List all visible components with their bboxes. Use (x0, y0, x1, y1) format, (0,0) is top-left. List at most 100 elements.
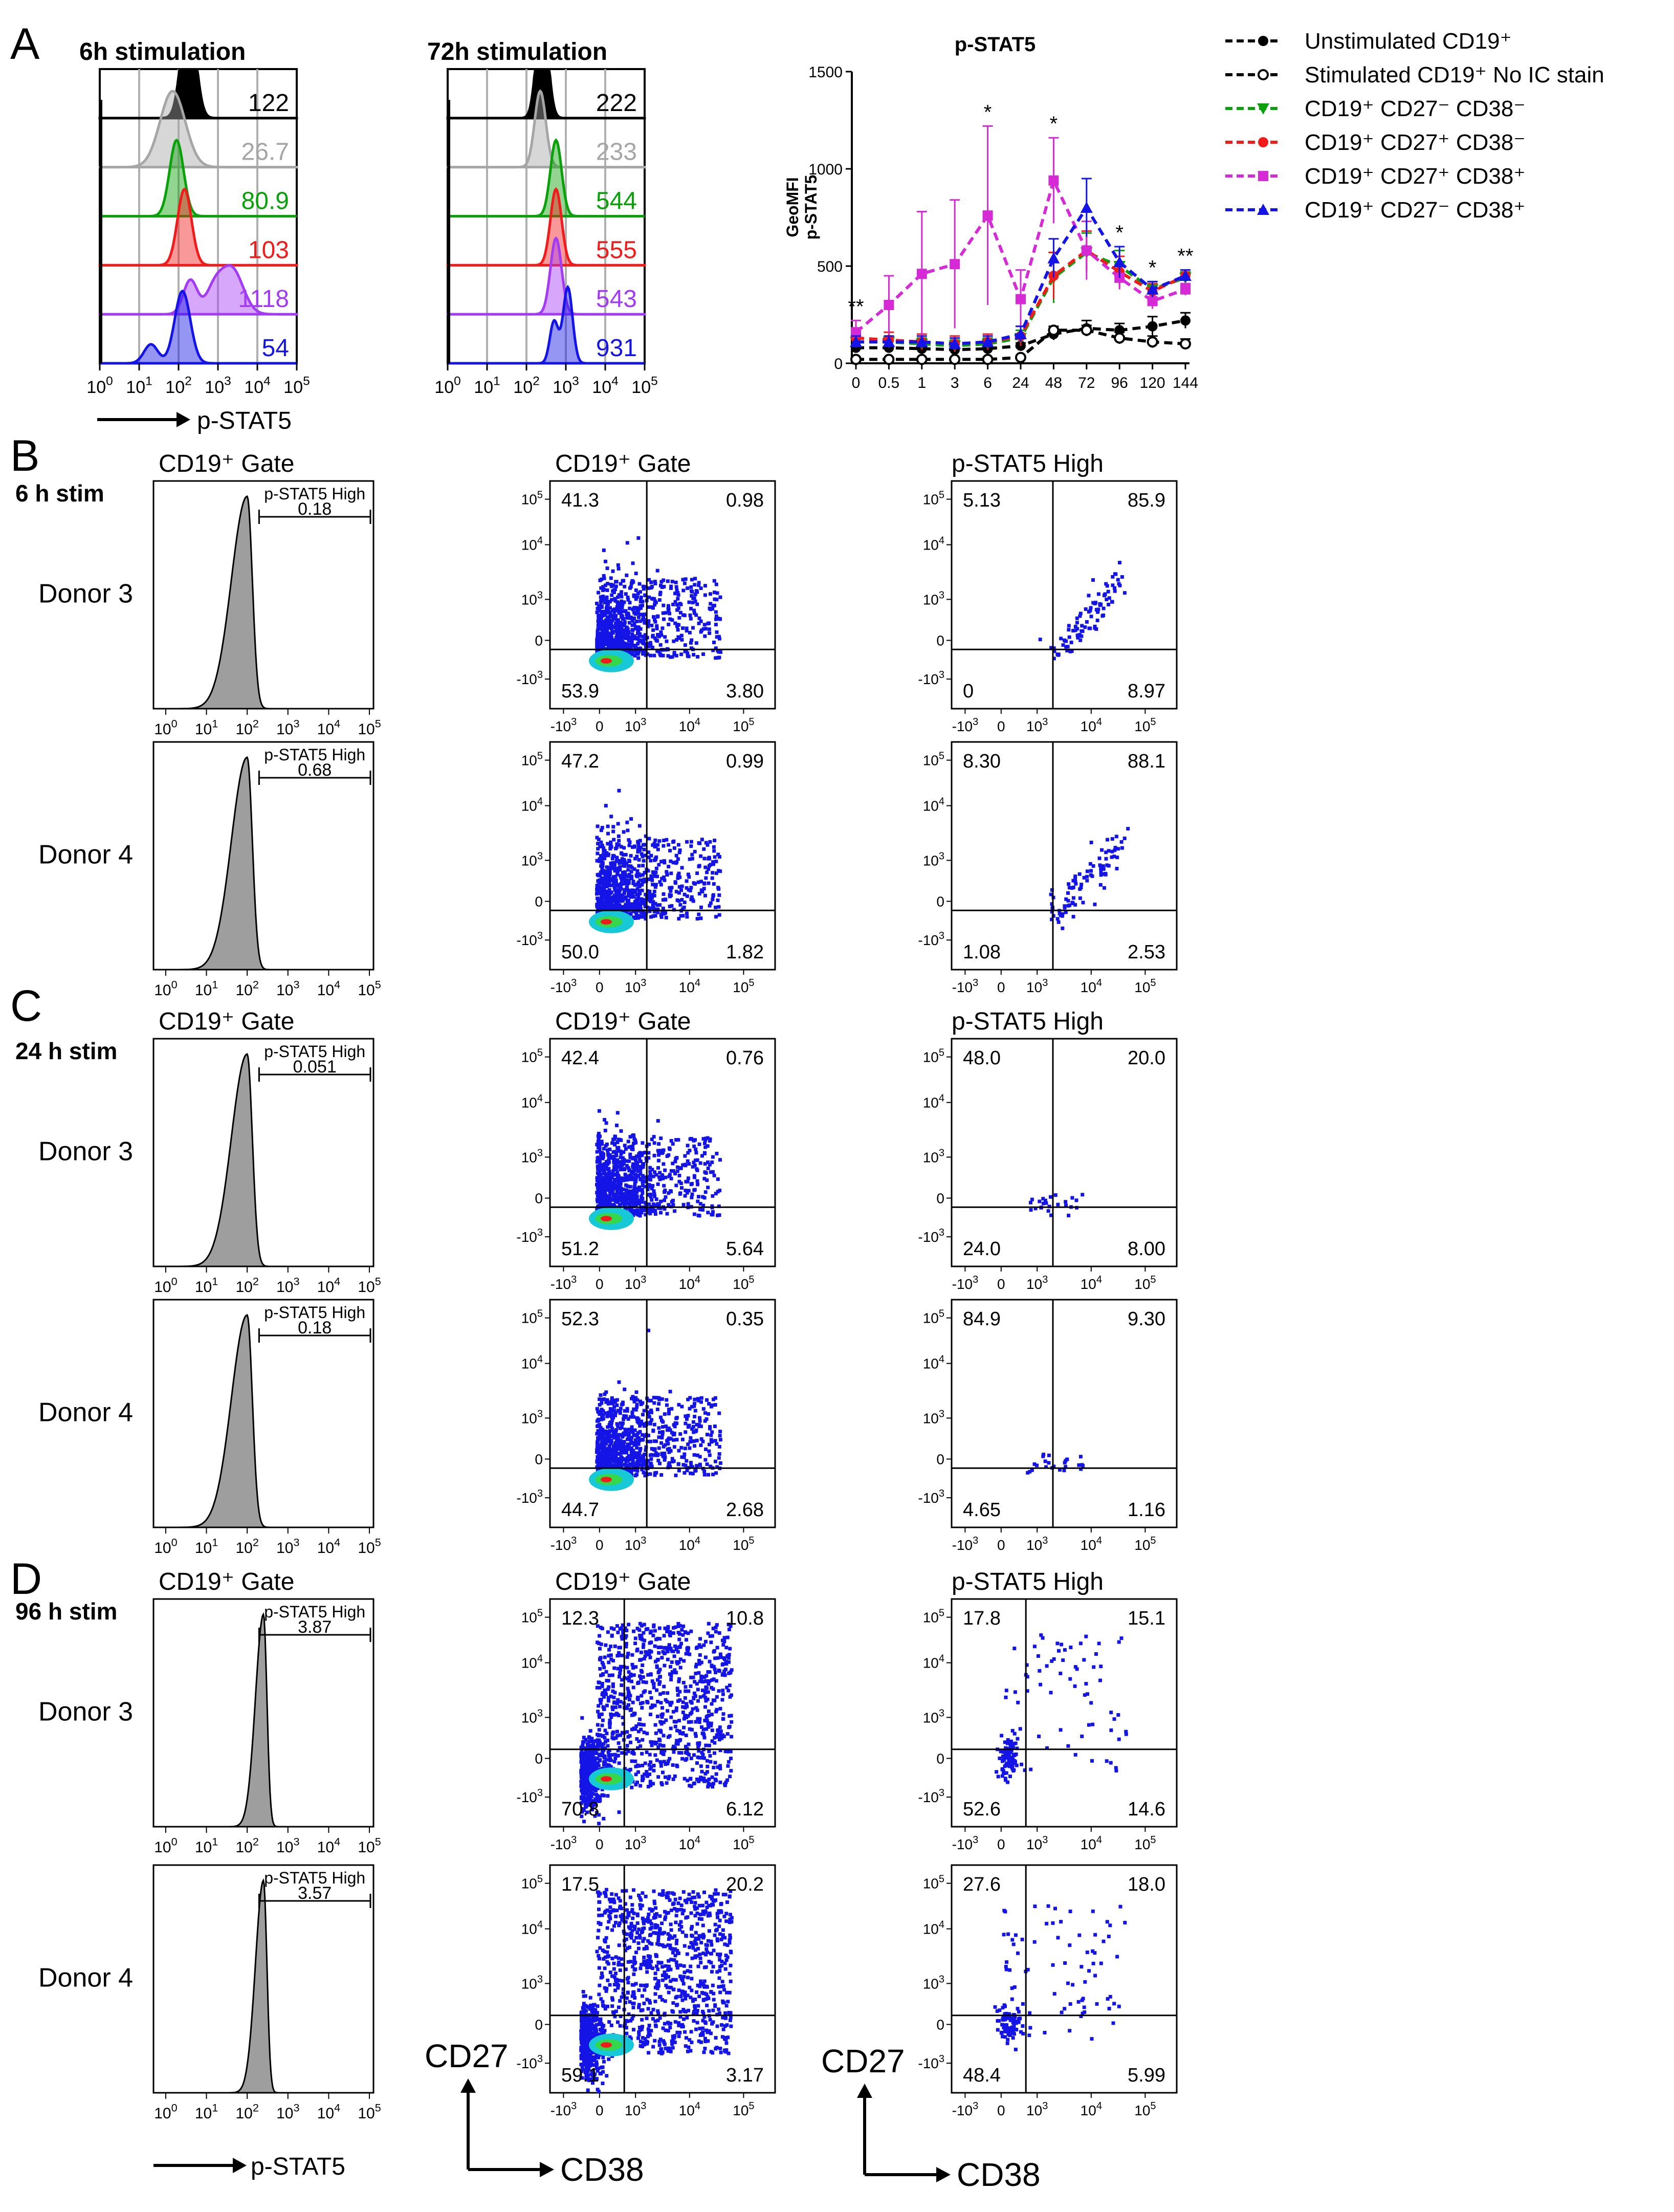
event-point (648, 1173, 652, 1177)
event-point (641, 649, 645, 653)
event-point (615, 1111, 620, 1115)
event-point (644, 899, 648, 903)
tick-base: 10 (1026, 718, 1042, 734)
quadrant-value-ll: 1.08 (963, 941, 1001, 963)
event-point (674, 653, 678, 658)
event-point (621, 1434, 625, 1438)
event-point (646, 1188, 650, 1192)
tick-base: 0 (535, 1191, 543, 1207)
event-point (674, 1184, 678, 1188)
event-point (626, 868, 630, 872)
donor-label: Donor 4 (38, 840, 133, 870)
legend-entry: Stimulated CD19⁺ No IC stain (1225, 62, 1604, 87)
event-point (660, 1432, 665, 1436)
panel-letter-d: D (10, 1554, 42, 1604)
y-tick-label: 0 (535, 633, 543, 649)
y-tick-label: 104 (923, 535, 944, 553)
event-point (626, 1447, 630, 1451)
event-point (599, 1426, 603, 1430)
event-point (642, 637, 646, 641)
event-point (625, 541, 629, 545)
event-point (636, 652, 640, 656)
event-point (697, 864, 701, 868)
event-point (613, 1757, 618, 1761)
event-point (717, 655, 721, 660)
histogram-curve (165, 756, 369, 971)
event-point (636, 880, 641, 884)
event-point (623, 1387, 627, 1391)
event-point (698, 1208, 702, 1212)
data-point (1081, 245, 1092, 256)
event-point (672, 651, 676, 654)
event-point (638, 1165, 642, 1169)
event-point (655, 1664, 659, 1668)
event-point (596, 1436, 600, 1440)
event-point (606, 1158, 610, 1162)
event-point (647, 1410, 651, 1414)
event-point (668, 848, 672, 852)
tick-exp: 4 (939, 796, 944, 807)
event-point (678, 1191, 682, 1195)
event-point (627, 864, 630, 868)
event-point (603, 1164, 607, 1168)
event-point (635, 855, 639, 859)
event-point (675, 898, 679, 902)
event-point (614, 1410, 618, 1414)
event-point (682, 1455, 686, 1459)
event-point (598, 1148, 602, 1152)
event-point (717, 1444, 721, 1449)
event-point (679, 914, 683, 918)
event-point (614, 1193, 618, 1197)
event-point (653, 1471, 657, 1475)
event-point (703, 893, 707, 897)
event-point (618, 868, 622, 872)
event-point (645, 1750, 649, 1754)
panel-letter-a: A (10, 19, 40, 69)
event-point (597, 590, 601, 595)
event-point (688, 1440, 692, 1444)
event-point (636, 615, 641, 619)
event-point (616, 898, 620, 902)
tick-exp: 3 (641, 977, 646, 989)
event-point (717, 1452, 721, 1456)
event-point (611, 1444, 615, 1449)
tick-exp: 4 (537, 1093, 543, 1104)
event-point (693, 1409, 697, 1413)
event-point (716, 617, 720, 620)
tick-exp: 2 (253, 1275, 259, 1288)
data-point (1016, 294, 1026, 304)
event-point (625, 1164, 629, 1168)
event-point (613, 868, 617, 872)
event-point (665, 1212, 669, 1216)
event-point (653, 582, 657, 585)
event-point (1059, 637, 1063, 641)
event-point (625, 1456, 629, 1460)
event-point (667, 1146, 671, 1150)
event-point (649, 586, 653, 590)
significance-mark: ** (1177, 245, 1193, 268)
event-point (626, 1166, 630, 1170)
event-point (669, 1169, 673, 1173)
event-point (685, 1469, 689, 1473)
event-point (1077, 1463, 1081, 1467)
x-tick-label: 103 (276, 1835, 299, 1856)
y-tick-label: 104 (923, 1354, 944, 1372)
event-point (623, 888, 627, 892)
event-point (615, 1171, 620, 1175)
event-point (649, 1193, 653, 1197)
event-point (616, 1741, 621, 1745)
tick-exp: 4 (1096, 1274, 1102, 1285)
event-point (612, 645, 616, 649)
donor-label: Donor 3 (38, 579, 133, 609)
tick-exp: 3 (939, 930, 944, 941)
event-point (653, 1209, 657, 1213)
event-point (715, 635, 719, 639)
event-point (595, 1465, 599, 1469)
quadrant-value-ll: 50.0 (561, 941, 599, 963)
event-point (598, 620, 601, 624)
event-point (613, 1183, 618, 1187)
event-point (634, 1724, 638, 1728)
tick-exp: 3 (571, 716, 577, 728)
event-point (605, 605, 609, 609)
event-point (659, 1441, 663, 1445)
